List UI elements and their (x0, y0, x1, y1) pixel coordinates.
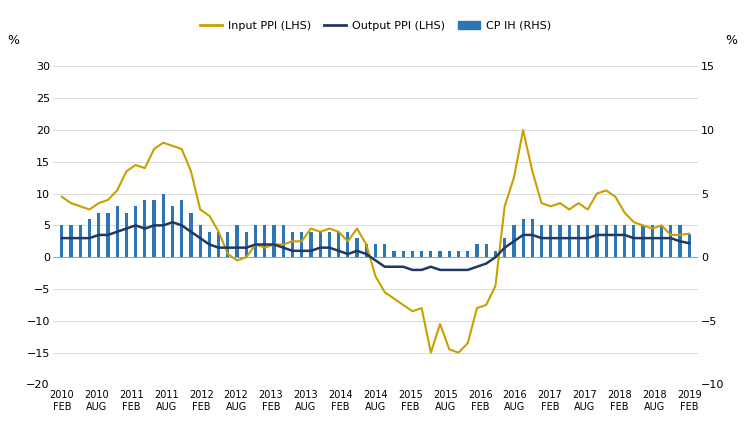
Bar (107, 213, 110, 257)
Text: %: % (725, 34, 737, 47)
Bar (383, 245, 386, 257)
Bar (116, 207, 119, 257)
Bar (420, 251, 424, 257)
Bar (402, 251, 405, 257)
Bar (660, 225, 663, 257)
Bar (521, 219, 525, 257)
Bar (430, 251, 433, 257)
Bar (291, 232, 294, 257)
Bar (577, 225, 580, 257)
Bar (559, 225, 562, 257)
Bar (411, 251, 414, 257)
Bar (484, 245, 488, 257)
Bar (605, 225, 608, 257)
Bar (161, 194, 165, 257)
Bar (632, 225, 635, 257)
Bar (236, 225, 239, 257)
Bar (346, 232, 349, 257)
Bar (226, 232, 230, 257)
Bar (337, 232, 340, 257)
Bar (669, 225, 672, 257)
Bar (208, 232, 211, 257)
Bar (549, 225, 553, 257)
Bar (448, 251, 451, 257)
Bar (457, 251, 460, 257)
Bar (392, 251, 396, 257)
Bar (300, 232, 303, 257)
Bar (327, 232, 331, 257)
Bar (143, 200, 146, 257)
Bar (475, 245, 478, 257)
Legend: Input PPI (LHS), Output PPI (LHS), CP IH (RHS): Input PPI (LHS), Output PPI (LHS), CP IH… (195, 16, 556, 35)
Bar (88, 219, 91, 257)
Bar (503, 238, 506, 257)
Bar (650, 225, 654, 257)
Bar (125, 213, 128, 257)
Bar (309, 232, 312, 257)
Bar (198, 225, 202, 257)
Bar (540, 225, 543, 257)
Bar (596, 225, 599, 257)
Bar (134, 207, 137, 257)
Bar (79, 225, 82, 257)
Bar (586, 225, 590, 257)
Bar (623, 225, 626, 257)
Bar (355, 238, 359, 257)
Bar (217, 232, 220, 257)
Bar (318, 232, 321, 257)
Bar (374, 245, 377, 257)
Bar (180, 200, 183, 257)
Bar (466, 251, 469, 257)
Bar (171, 207, 174, 257)
Bar (189, 213, 192, 257)
Bar (494, 251, 497, 257)
Bar (254, 225, 257, 257)
Bar (152, 200, 155, 257)
Bar (512, 225, 515, 257)
Bar (263, 225, 267, 257)
Bar (97, 213, 101, 257)
Text: %: % (8, 34, 20, 47)
Bar (531, 219, 534, 257)
Bar (568, 225, 571, 257)
Bar (688, 234, 691, 257)
Bar (365, 245, 368, 257)
Bar (245, 232, 248, 257)
Bar (439, 251, 442, 257)
Bar (614, 225, 617, 257)
Bar (641, 225, 644, 257)
Bar (69, 225, 73, 257)
Bar (678, 225, 682, 257)
Bar (273, 225, 276, 257)
Bar (282, 225, 285, 257)
Bar (60, 225, 63, 257)
